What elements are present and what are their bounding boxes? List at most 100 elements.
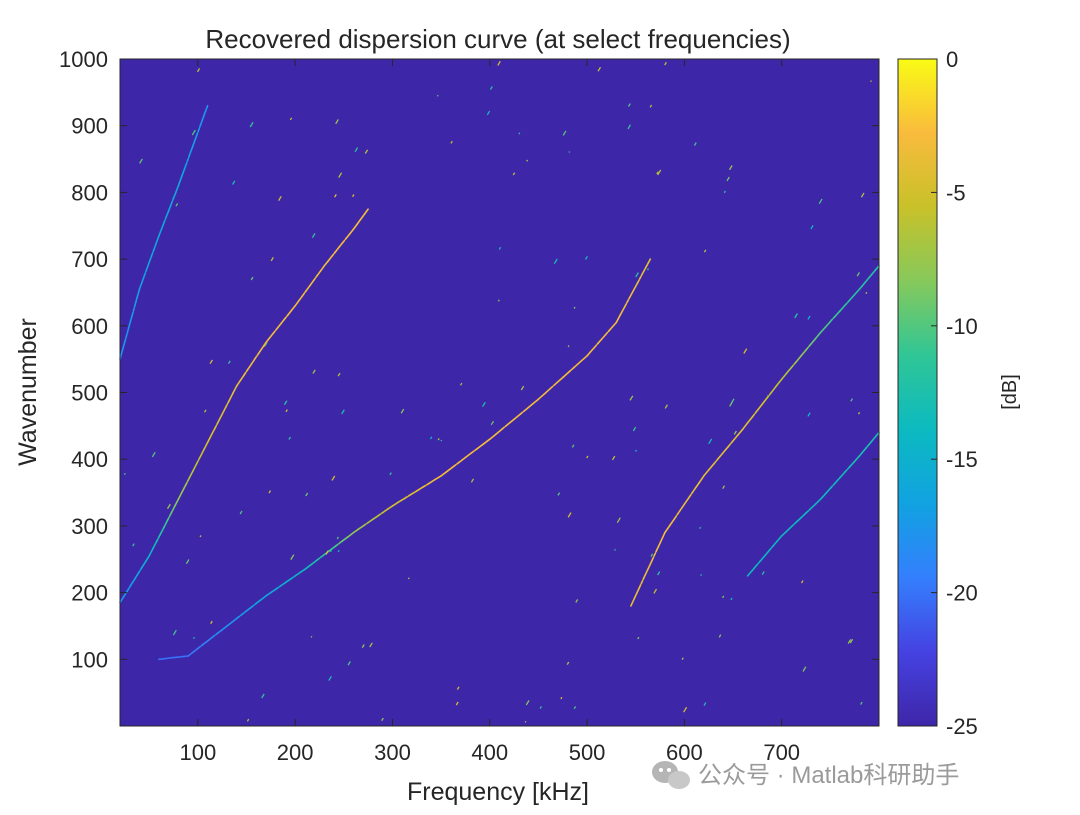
curve-segment: [814, 498, 822, 505]
curve-segment: [636, 274, 643, 284]
curve-segment: [181, 484, 187, 493]
curve-segment: [148, 547, 154, 557]
curve-segment: [513, 413, 522, 421]
curve-segment: [319, 264, 326, 272]
noise-speckle: [557, 492, 561, 496]
noise-speckle: [268, 490, 272, 494]
noise-speckle: [347, 661, 351, 666]
x-tick-label: 200: [277, 740, 314, 765]
noise-speckle: [566, 661, 570, 665]
noise-speckle: [567, 512, 572, 518]
noise-speckle: [524, 720, 527, 723]
curve-segment: [330, 251, 337, 258]
curve-segment: [199, 448, 205, 458]
noise-speckle: [400, 408, 405, 414]
curve-segment: [409, 490, 418, 496]
noise-speckle: [653, 588, 658, 594]
curve-segment: [574, 360, 582, 368]
curve-segment: [415, 486, 424, 492]
curve-segment: [440, 470, 449, 477]
curve-segment: [297, 294, 304, 302]
curve-segment: [272, 327, 278, 335]
curve-segment: [239, 374, 245, 382]
curve-segment: [177, 491, 183, 501]
curve-segment: [141, 560, 147, 569]
curve-segment: [422, 482, 430, 488]
noise-speckle: [657, 169, 662, 176]
curve-segment: [458, 456, 467, 463]
curve-segment: [372, 515, 379, 521]
curve-segment: [678, 503, 686, 513]
x-tick-label: 400: [471, 740, 508, 765]
curve-segment: [589, 346, 596, 353]
curve-segment: [254, 352, 260, 360]
noise-speckle: [310, 635, 313, 638]
curve-segment: [805, 343, 812, 351]
noise-speckle: [767, 394, 769, 397]
curve-segment: [250, 602, 258, 609]
noise-speckle: [586, 455, 589, 459]
curve-segment: [197, 643, 204, 650]
curve-segment: [549, 382, 558, 390]
colorbar: 0 -5 -10 -15 -20 -25 [dB]: [897, 47, 1021, 739]
noise-speckle: [656, 171, 659, 175]
noise-speckle: [246, 718, 250, 722]
noise-speckle: [175, 203, 179, 207]
noise-speckle: [718, 634, 722, 638]
curve-segment: [274, 585, 282, 591]
curve-segment: [688, 489, 695, 498]
noise-speckle: [571, 444, 575, 448]
noise-speckle: [191, 129, 196, 136]
curve-segment: [367, 518, 374, 524]
curve-segment: [664, 524, 671, 534]
curve-segment: [177, 174, 183, 187]
curve-segment: [824, 487, 832, 495]
curve-segment: [446, 465, 455, 473]
noise-speckle: [627, 124, 632, 130]
curve-segment: [226, 621, 233, 627]
noise-speckle: [807, 412, 811, 417]
curve-segment: [146, 261, 150, 270]
noise-speckle: [849, 638, 854, 644]
curve-segment: [853, 455, 861, 463]
curve-segment: [819, 326, 827, 334]
curve-segment: [628, 289, 635, 300]
curve-segment: [243, 368, 249, 376]
noise-speckle: [196, 68, 201, 73]
curve-segment: [683, 496, 691, 506]
noise-speckle: [562, 130, 567, 136]
noise-speckle: [560, 696, 563, 700]
curve-segment: [138, 281, 143, 290]
curve-segment: [647, 559, 654, 571]
curve-segment: [829, 482, 837, 490]
curve-segment: [561, 371, 570, 379]
curve-segment: [698, 475, 705, 484]
noise-speckle: [470, 478, 475, 483]
curve-segment: [746, 415, 754, 424]
watermark-text: 公众号 · Matlab科研助手: [698, 762, 959, 789]
y-tick-label: 300: [71, 514, 108, 539]
colorbar-label: [dB]: [999, 374, 1021, 410]
x-tick-label: 700: [763, 740, 800, 765]
curve-segment: [338, 242, 344, 249]
noise-speckle: [650, 553, 654, 557]
curve-segment: [130, 578, 136, 586]
x-tick-label: 300: [374, 740, 411, 765]
curve-segment: [593, 342, 599, 349]
noise-speckle: [518, 132, 521, 135]
noise-speckle: [646, 268, 650, 271]
noise-speckle: [436, 94, 439, 97]
curve-segment: [199, 114, 205, 127]
noise-speckle: [166, 503, 171, 510]
noise-speckle: [818, 198, 823, 205]
curve-segment: [133, 297, 138, 308]
curve-segment: [232, 384, 238, 394]
noise-speckle: [497, 60, 501, 66]
curve-segment: [150, 248, 155, 257]
noise-speckle: [703, 249, 707, 253]
curve-segment: [323, 260, 329, 267]
curve-segment: [746, 570, 753, 577]
curve-segment: [184, 154, 191, 167]
noise-speckle: [856, 272, 860, 277]
noise-speckle: [450, 140, 453, 144]
